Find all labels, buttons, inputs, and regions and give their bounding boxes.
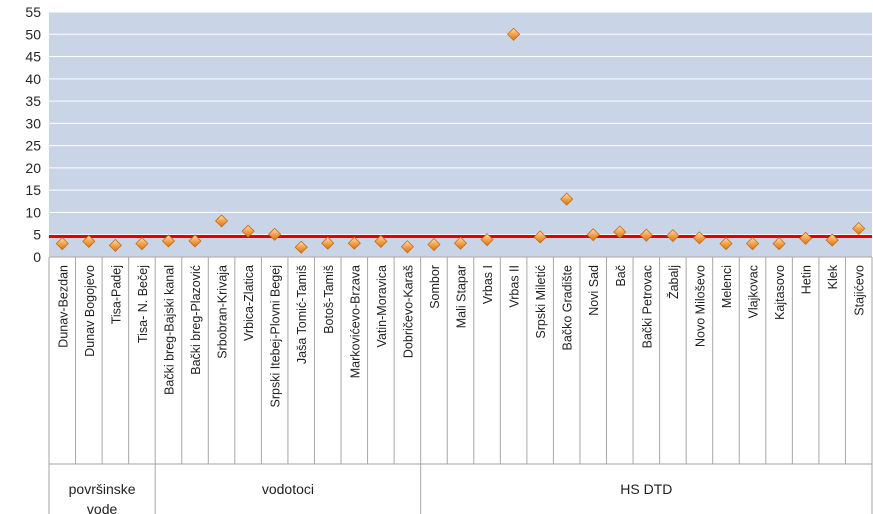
data-point <box>480 233 494 247</box>
x-tick-label: Bačko Gradište <box>561 265 575 351</box>
x-tick-label: Vrbas II <box>508 265 522 308</box>
data-point <box>108 238 122 252</box>
y-tick-label: 15 <box>25 182 41 198</box>
data-point <box>135 237 149 251</box>
x-tick-label: Hetin <box>800 265 814 294</box>
data-point <box>82 234 96 248</box>
data-point <box>560 192 574 206</box>
y-tick-label: 30 <box>25 115 41 131</box>
data-point <box>852 221 866 236</box>
x-tick-label: Jaša Tomić-Tamiš <box>295 265 309 364</box>
x-tick-label: Vrbica-Zlatica <box>242 265 256 341</box>
x-tick-label: Srpski Itebej-Plovni Begej <box>269 265 283 407</box>
data-point <box>294 240 308 254</box>
data-point <box>55 237 69 251</box>
data-point <box>268 227 282 241</box>
y-tick-label: 0 <box>33 249 41 265</box>
data-point <box>719 237 733 251</box>
data-point <box>188 234 202 248</box>
gridlines <box>49 11 872 258</box>
y-tick-label: 45 <box>25 49 41 65</box>
data-point <box>374 234 388 248</box>
x-tick-label: Tisa- N. Bečej <box>136 265 150 343</box>
data-point <box>586 228 600 242</box>
y-tick-label: 35 <box>25 93 41 109</box>
data-point <box>241 224 255 238</box>
y-tick-label: 50 <box>25 26 41 42</box>
x-tick-label: Vrbas I <box>481 265 495 304</box>
x-tick-label: Vatin-Moravica <box>375 265 389 347</box>
data-point <box>427 237 441 252</box>
x-tick-label: Sombor <box>428 265 442 309</box>
data-point <box>321 236 335 250</box>
x-tick-label: Tisa-Padej <box>109 265 123 324</box>
data-point <box>799 231 813 245</box>
data-point <box>825 233 839 247</box>
data-point <box>613 225 627 239</box>
x-tick-label: Bački breg-Plazović <box>189 265 203 375</box>
plot-area <box>49 12 872 257</box>
data-point <box>666 229 680 243</box>
y-tick-label: 25 <box>25 138 41 154</box>
y-axis: 0 5 10 15 20 25 30 35 40 45 50 55 <box>25 4 41 265</box>
x-tick-label: Srpski Miletić <box>534 265 548 339</box>
group-label: vode <box>87 501 118 514</box>
data-point <box>161 234 176 248</box>
x-tick-label: Stajićevo <box>853 265 867 316</box>
y-tick-label: 5 <box>33 227 41 243</box>
x-tick-label: Srbobran-Krivaja <box>216 265 230 359</box>
data-point <box>533 230 547 244</box>
data-point <box>692 231 707 245</box>
x-tick-label: Žabalj <box>666 265 681 299</box>
x-tick-label: Mali Stapar <box>455 265 469 328</box>
group-label: vodotoci <box>262 481 314 497</box>
x-tick-label: Kajtasovo <box>773 265 787 320</box>
y-tick-label: 40 <box>25 71 41 87</box>
group-label: HS DTD <box>620 481 672 497</box>
data-point <box>453 236 468 250</box>
x-tick-label: Bački breg-Bajski kanal <box>162 265 176 395</box>
x-tick-label: Klek <box>826 264 840 289</box>
y-tick-label: 10 <box>25 204 41 220</box>
x-tick-label: Novi Sad <box>587 265 601 316</box>
x-axis: Dunav-Bezdan Dunav Bogojevo Tisa-Padej Tisa… <box>48 256 873 514</box>
x-tick-label: Dobričevo-Karaš <box>401 265 415 358</box>
data-point <box>507 27 521 41</box>
x-tick-label: Dunav Bogojevo <box>83 265 97 357</box>
data-point <box>639 228 653 242</box>
x-tick-label: Novo Miloševo <box>693 265 707 347</box>
data-point <box>400 240 414 254</box>
data-point <box>772 237 786 251</box>
x-tick-label: Bač <box>614 265 628 287</box>
x-tick-label: Melenci <box>720 265 734 308</box>
group-label: površinske <box>69 481 136 497</box>
y-tick-label: 20 <box>25 160 41 176</box>
y-tick-label: 55 <box>25 4 41 20</box>
x-tick-label: Botoš-Tamiš <box>322 265 336 334</box>
x-tick-label: Bački Petrovac <box>640 265 654 348</box>
data-point <box>214 214 229 228</box>
x-tick-label: Markovićevo-Brzava <box>348 265 362 378</box>
x-tick-label: Vlajkovac <box>747 265 761 319</box>
data-point <box>745 237 760 251</box>
data-points <box>55 27 866 254</box>
data-point <box>347 236 361 250</box>
x-tick-label: Dunav-Bezdan <box>56 265 70 348</box>
